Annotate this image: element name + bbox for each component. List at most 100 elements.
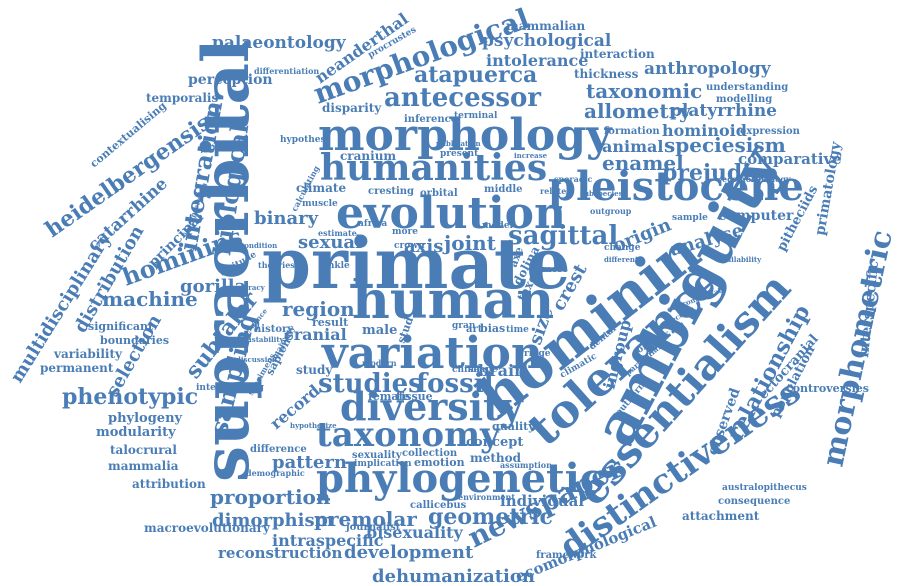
word: terminal (454, 111, 498, 121)
word: accuracy (230, 283, 266, 292)
word: hypothesize (290, 421, 337, 430)
word: palaeontology (212, 33, 347, 53)
word: increase (514, 151, 548, 160)
word: change (604, 243, 641, 253)
word: variability (53, 347, 123, 361)
word: shape (468, 365, 498, 375)
word: art (466, 324, 483, 335)
word: cranium (340, 149, 396, 163)
word: interrogating (196, 383, 265, 393)
word: orbital (420, 188, 458, 199)
word: study (296, 363, 333, 377)
word: estimate (318, 228, 357, 238)
word: taxonomic (586, 79, 702, 103)
word: premolar (314, 507, 417, 531)
word: instability (244, 335, 285, 344)
word: cranial (284, 325, 347, 344)
word: joint (442, 231, 497, 255)
word: discussion (236, 355, 277, 364)
word: region (282, 297, 355, 321)
word: sagittal (508, 221, 618, 251)
word: ridge (524, 349, 551, 359)
word: expression (740, 126, 801, 137)
word: china (452, 365, 480, 375)
word: anthropology (644, 59, 772, 79)
word: mammalia (108, 459, 179, 473)
word: psychological (482, 31, 612, 51)
word: interaction (580, 47, 655, 61)
word: gorilla (180, 276, 247, 297)
word: quality (492, 420, 535, 433)
word: australopithecus (722, 483, 807, 493)
word: callicebus (410, 500, 467, 511)
word: result (312, 316, 349, 329)
word: understanding (706, 82, 788, 93)
word: female (368, 390, 410, 403)
word: binary (254, 208, 319, 229)
word: gran (452, 321, 476, 331)
word: supraorbital (189, 39, 264, 482)
word: implication (354, 459, 412, 469)
word: environment (458, 492, 515, 502)
word: mammalian (506, 19, 586, 33)
word: related (540, 186, 572, 196)
word: geometric (428, 504, 553, 530)
word: time (506, 325, 529, 335)
word: attachment (682, 509, 760, 523)
word: humanities (320, 147, 547, 189)
word: attribution (132, 477, 206, 491)
word: permanent (40, 361, 114, 375)
word: hypothesi (280, 135, 330, 145)
word: phylogeny (108, 411, 183, 426)
word: journalist (345, 522, 401, 533)
word: condition (240, 241, 277, 250)
word: individual (500, 492, 584, 510)
word: middle (484, 184, 523, 195)
word: phenotypic (62, 384, 198, 410)
word: formation (604, 126, 660, 137)
word: concept (466, 435, 523, 450)
word: brain (478, 361, 526, 380)
word: talocrural (110, 443, 177, 457)
word: ecomorphology (722, 174, 791, 184)
word: publication (436, 139, 481, 148)
word: consequence (718, 496, 790, 507)
word: outgroup (590, 206, 632, 216)
word: diversity (340, 384, 524, 429)
word: theories (258, 260, 295, 270)
word: variation (321, 328, 543, 379)
word: difference (250, 444, 307, 455)
word: sexual (298, 232, 362, 253)
word: prejudice (662, 160, 778, 186)
word: significant (88, 320, 154, 333)
word: sporadic (554, 174, 592, 184)
word: method (470, 451, 522, 465)
word: tissue (396, 390, 433, 403)
word: axis (404, 236, 443, 257)
word: human (352, 270, 554, 331)
word: platyrrhine (670, 101, 777, 121)
word: primate (262, 222, 571, 305)
word: bias (480, 322, 505, 335)
word: pattern (272, 452, 347, 473)
word: sample (672, 213, 708, 223)
word: studies (318, 369, 423, 399)
word: male (362, 323, 397, 338)
word: africa (358, 219, 387, 229)
word: intolerance (486, 51, 588, 70)
word: modularity (96, 425, 176, 440)
word: most (542, 265, 568, 275)
word: framework (536, 550, 598, 561)
word: phylogenetic (316, 455, 604, 502)
word: different (604, 255, 639, 264)
word: speciesism (664, 133, 786, 157)
word: comparative (738, 150, 842, 168)
word: sexuality (352, 450, 403, 461)
word: hominoid (662, 121, 747, 140)
word: fossil (416, 369, 494, 399)
word: more (392, 227, 418, 237)
word: emotion (414, 456, 465, 469)
word: modelling (716, 94, 772, 105)
word: history (254, 324, 294, 335)
